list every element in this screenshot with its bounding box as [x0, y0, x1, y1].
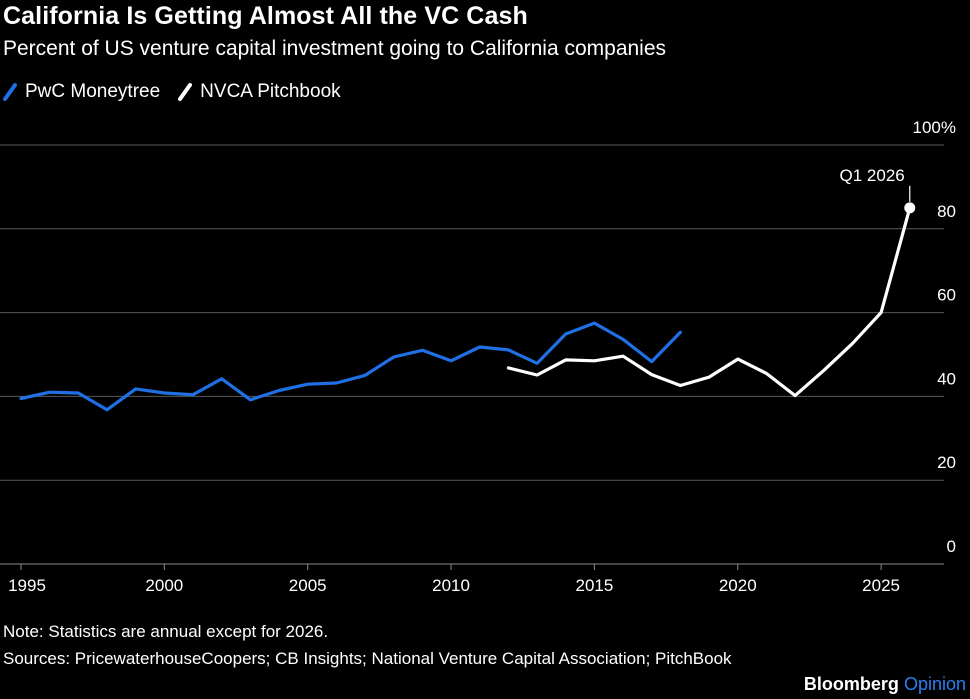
annotations: Q1 2026: [840, 166, 916, 214]
legend-swatch-pwc: [3, 83, 17, 101]
footnote: Note: Statistics are annual except for 2…: [3, 622, 329, 641]
legend-label-nvca: NVCA Pitchbook: [200, 81, 341, 102]
legend-item-nvca: NVCA Pitchbook: [178, 81, 341, 103]
x-axis: 1995 2000 2005 2010 2015 2020 2025: [8, 564, 900, 595]
series: [19, 206, 912, 412]
x-tick-label: 1995: [8, 576, 46, 595]
series-line-nvca: [506, 206, 912, 398]
y-tick-label: 60: [937, 286, 956, 305]
chart-subtitle: Percent of US venture capital investment…: [3, 37, 667, 60]
y-tick-label: 20: [937, 453, 956, 472]
x-tick-label: 2020: [719, 576, 757, 595]
line-chart: 0 20 40 60 80 100% 1995 2000 2005 2010 2015 2020 20…: [0, 118, 956, 595]
legend: PwC Moneytree NVCA Pitchbook: [3, 81, 359, 103]
legend-item-pwc: PwC Moneytree: [3, 81, 160, 103]
annotation-label: Q1 2026: [840, 166, 905, 185]
brand-logo: Bloomberg Opinion: [804, 674, 966, 695]
chart-title: California Is Getting Almost All the VC …: [3, 2, 528, 30]
y-tick-label: 0: [947, 537, 956, 556]
x-tick-label: 2000: [145, 576, 183, 595]
x-tick-label: 2025: [862, 576, 900, 595]
y-tick-label: 100%: [913, 118, 956, 137]
gridlines: [0, 144, 944, 565]
brand-primary: Bloomberg: [803, 674, 899, 694]
legend-label-pwc: PwC Moneytree: [25, 81, 161, 102]
brand-secondary: Opinion: [903, 674, 966, 694]
x-tick-label: 2005: [289, 576, 327, 595]
legend-swatch-nvca: [178, 83, 193, 101]
y-tick-label: 40: [937, 369, 956, 388]
series-line-pwc: [19, 321, 683, 412]
y-tick-label: 80: [937, 202, 956, 221]
x-tick-label: 2015: [575, 576, 613, 595]
x-tick-label: 2010: [432, 576, 470, 595]
y-axis: 0 20 40 60 80 100%: [913, 118, 956, 556]
annotation-point: [904, 202, 916, 214]
sources: Sources: PricewaterhouseCoopers; CB Insi…: [3, 649, 732, 668]
